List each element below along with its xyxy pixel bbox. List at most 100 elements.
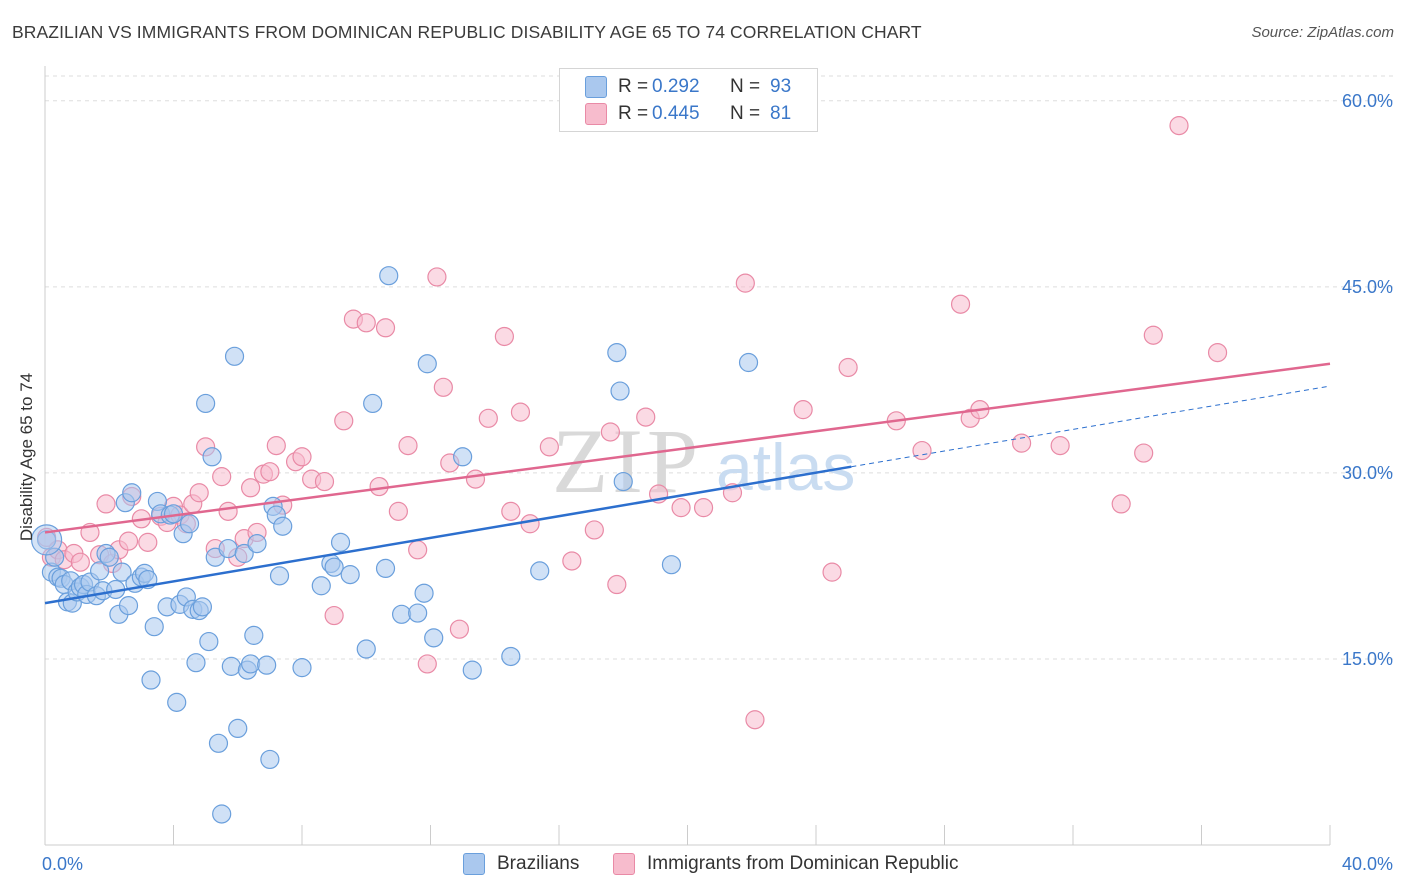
brazilian-point [224,346,245,366]
brazilian-point [330,532,351,552]
chart-title: BRAZILIAN VS IMMIGRANTS FROM DOMINICAN R… [12,22,922,42]
legend-r-value: 0.292 [652,76,700,97]
brazilian-point [186,653,206,673]
brazilian-trend-line [44,465,852,605]
dominican-point [138,532,158,552]
legend-swatch-pink [585,103,607,125]
legend-r-label: R = [618,103,649,124]
dominican-point [1169,116,1189,136]
dominican-point [735,273,755,293]
dominican-point [96,494,116,514]
correlation-legend: R = 0.292 N = 93 R = 0.445 N = 81 [559,68,818,132]
dominican-point [693,498,714,518]
brazilian-point [414,583,434,603]
dominican-point [427,267,447,287]
brazilian-point [202,447,222,467]
dominican-point [745,710,765,730]
brazilian-point [311,576,331,596]
brazilian-point [408,603,428,623]
dominican-point [433,377,453,397]
brazilian-point [661,555,682,575]
dominican-point [408,540,428,560]
legend-swatch-blue [585,76,607,98]
dominican-point [510,402,531,422]
brazilian-point [208,733,229,753]
brazilian-point [453,447,473,467]
dominican-point [241,478,261,498]
brazilian-point [221,656,241,676]
dominican-point [212,467,232,487]
y-tick-label: 30.0% [1342,463,1393,483]
brazilian-point [613,471,633,492]
dominican-point [118,531,139,551]
brazilian-point [260,749,280,770]
brazilian-point [112,562,132,582]
brazilian-point [356,639,376,659]
dominican-point [189,483,209,503]
dominican-point [417,654,437,674]
legend-n-value: 81 [770,103,792,124]
dominican-point [1111,494,1131,514]
y-tick-label: 45.0% [1342,277,1393,297]
dominican-point [539,437,559,457]
bottom-legend-label: Brazilians [497,853,580,874]
brazilian-point [462,660,482,680]
dominican-point [266,436,286,456]
brazilian-point [273,516,293,536]
brazilian-point [269,566,290,586]
dominican-point [520,514,540,534]
brazilian-point [179,514,200,534]
dominican-point [838,357,858,378]
brazilian-point [417,354,437,374]
brazilian-point [218,538,238,559]
dominican-point [449,619,470,639]
brazilian-point [363,393,383,414]
dominican-point [494,326,514,347]
watermark-zip: ZIP [552,410,702,512]
brazilian-point [118,596,139,616]
brazilian-point [196,393,216,414]
brazilian-point [247,534,267,554]
legend-n-label: N = [730,76,761,97]
brazilian-point [99,547,119,567]
y-axis-label: Disability Age 65 to 74 [17,372,36,542]
brazilian-point [257,655,277,675]
brazilian-point [122,483,142,503]
bottom-legend-brazilians: Brazilians [463,852,579,876]
trend-lines [44,362,1331,605]
axes [44,66,1331,846]
y-tick-label: 15.0% [1342,649,1393,669]
dominican-point [793,400,813,420]
y-tick-label: 60.0% [1342,91,1393,111]
dominican-point [1011,433,1032,453]
dominican-point [375,318,396,338]
dominican-point [260,462,280,482]
brazilian-point [292,658,312,678]
dominican-point [562,551,582,571]
dominican-point [822,562,842,582]
brazilian-point [234,543,254,564]
brazilian-point [167,692,187,712]
dominican-point [398,436,418,456]
dominican-point [324,605,344,626]
dominican-point [1050,436,1070,456]
bottom-legend-dominican: Immigrants from Dominican Republic [613,852,959,876]
x-tick-label: 0.0% [42,854,83,874]
dominican-point [501,501,521,521]
dominican-point [70,552,90,572]
brazilian-point [379,266,399,286]
dominican-point [584,520,604,540]
brazilian-point [212,804,232,824]
dominican-point [671,498,691,518]
brazilian-point [607,342,627,363]
legend-n-value: 93 [770,76,792,97]
dominican-point [478,408,498,428]
dominican-point [465,469,486,489]
bottom-legend-label: Immigrants from Dominican Republic [647,853,959,874]
source-note: Source: ZipAtlas.com [1251,24,1394,41]
dominican-point [1143,325,1163,345]
brazilian-point [738,352,759,373]
brazilian-point [241,654,261,674]
tick-labels: 15.0% 30.0% 45.0% 60.0% 0.0% 40.0% [42,91,1393,874]
